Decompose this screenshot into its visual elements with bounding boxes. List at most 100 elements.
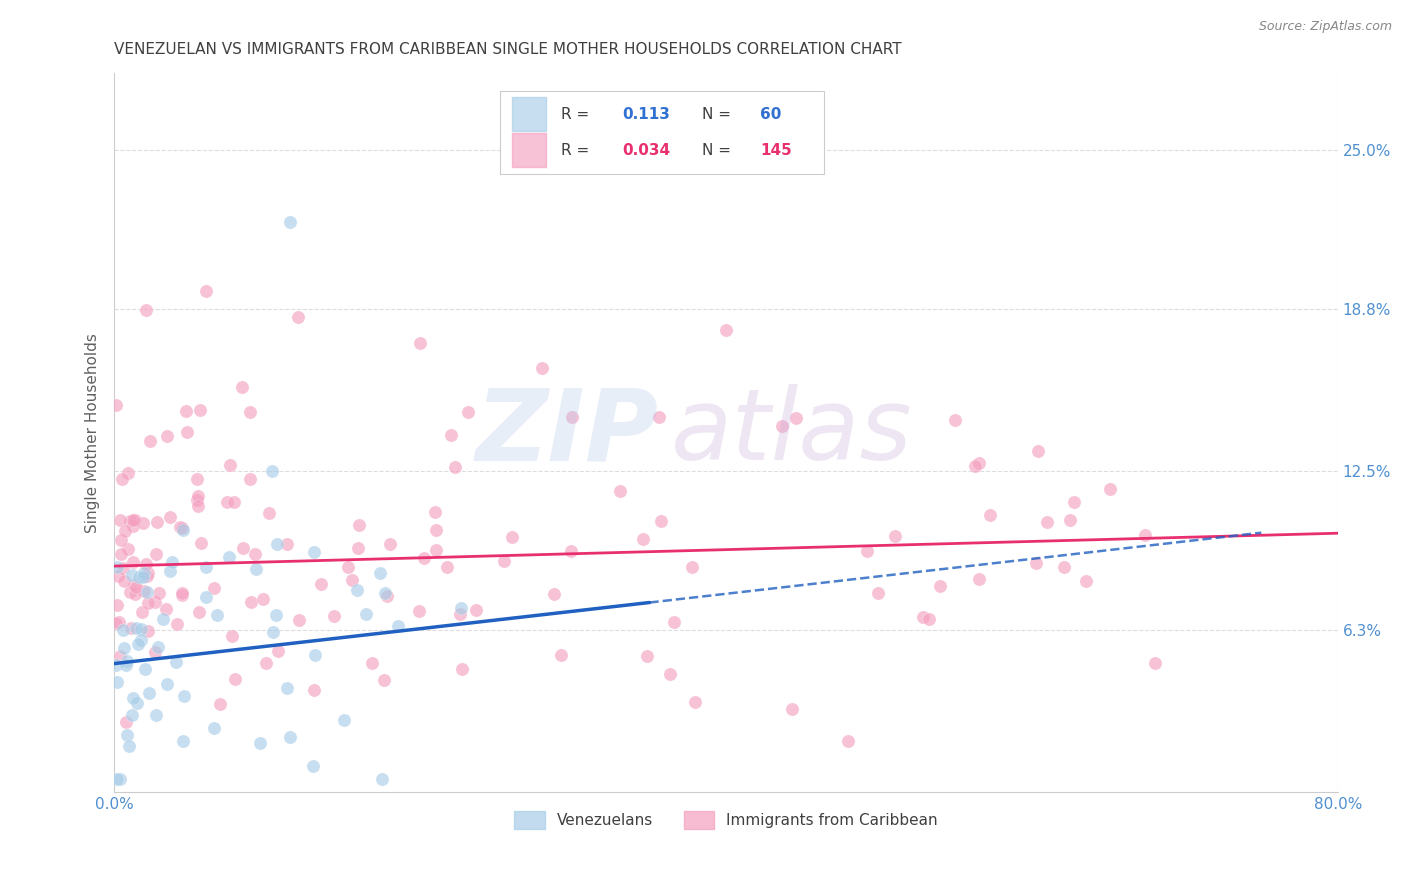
Point [884, 529, 907, 543]
Point [264, 608, 287, 623]
Point [231, 380, 253, 394]
Point [107, 569, 129, 583]
Point [636, 648, 658, 663]
Point [928, 579, 950, 593]
Point [1063, 495, 1085, 509]
Point [121, 519, 143, 533]
Point [408, 604, 430, 618]
Point [309, 576, 332, 591]
Point [112, 623, 135, 637]
Point [249, 736, 271, 750]
Point [262, 625, 284, 640]
Point [166, 616, 188, 631]
Point [202, 721, 225, 735]
Point [127, 696, 149, 710]
Point [543, 587, 565, 601]
Point [409, 335, 432, 350]
Point [121, 568, 143, 582]
Point [159, 564, 181, 578]
Point [531, 361, 554, 376]
Text: ZIP: ZIP [475, 384, 658, 481]
Point [278, 730, 301, 744]
Point [252, 591, 274, 606]
Point [347, 541, 370, 556]
Point [337, 560, 360, 574]
Point [143, 595, 166, 609]
Point [550, 648, 572, 662]
Point [128, 570, 150, 584]
Point [115, 728, 138, 742]
Text: VENEZUELAN VS IMMIGRANTS FROM CARIBBEAN SINGLE MOTHER HOUSEHOLDS CORRELATION CHA: VENEZUELAN VS IMMIGRANTS FROM CARIBBEAN … [114, 42, 901, 57]
Point [134, 583, 156, 598]
Point [110, 533, 132, 547]
Bar [512, 97, 546, 131]
Point [108, 649, 131, 664]
Point [208, 698, 231, 712]
Point [287, 310, 309, 324]
Point [195, 590, 218, 604]
Text: 60: 60 [761, 107, 782, 121]
Point [188, 403, 211, 417]
Point [224, 672, 246, 686]
Point [1026, 444, 1049, 458]
Point [231, 541, 253, 556]
Text: 0.034: 0.034 [621, 143, 671, 158]
Point [609, 483, 631, 498]
Point [1053, 560, 1076, 574]
Point [323, 609, 346, 624]
Point [464, 603, 486, 617]
Point [156, 429, 179, 443]
Point [173, 689, 195, 703]
Point [105, 560, 128, 574]
Point [186, 493, 208, 508]
Point [118, 514, 141, 528]
Point [122, 513, 145, 527]
Point [425, 542, 447, 557]
Point [1098, 482, 1121, 496]
Point [135, 585, 157, 599]
Point [685, 695, 707, 709]
Point [105, 615, 128, 630]
Point [370, 566, 392, 581]
Point [121, 691, 143, 706]
Point [245, 548, 267, 562]
Point [129, 632, 152, 647]
Text: N =: N = [702, 143, 735, 158]
Point [387, 618, 409, 632]
Point [239, 472, 262, 486]
Point [111, 472, 134, 486]
Text: Source: ZipAtlas.com: Source: ZipAtlas.com [1258, 20, 1392, 33]
Point [120, 621, 142, 635]
Point [856, 543, 879, 558]
Point [156, 677, 179, 691]
Point [262, 464, 284, 478]
Point [276, 537, 298, 551]
Point [136, 596, 159, 610]
Point [138, 624, 160, 638]
Point [117, 739, 139, 753]
Point [967, 572, 990, 586]
Point [187, 605, 209, 619]
Point [287, 613, 309, 627]
Point [347, 517, 370, 532]
Point [1074, 574, 1097, 588]
Point [302, 682, 325, 697]
Point [205, 607, 228, 622]
Point [124, 513, 146, 527]
Point [360, 657, 382, 671]
Point [127, 637, 149, 651]
Point [122, 578, 145, 592]
Point [240, 595, 263, 609]
Text: R =: R = [561, 143, 593, 158]
Point [218, 550, 240, 565]
Point [118, 585, 141, 599]
Point [112, 640, 135, 655]
Point [132, 516, 155, 530]
Point [131, 570, 153, 584]
Point [650, 514, 672, 528]
Point [302, 759, 325, 773]
Point [561, 410, 583, 425]
Point [121, 555, 143, 569]
Point [218, 458, 240, 473]
Point [451, 662, 474, 676]
